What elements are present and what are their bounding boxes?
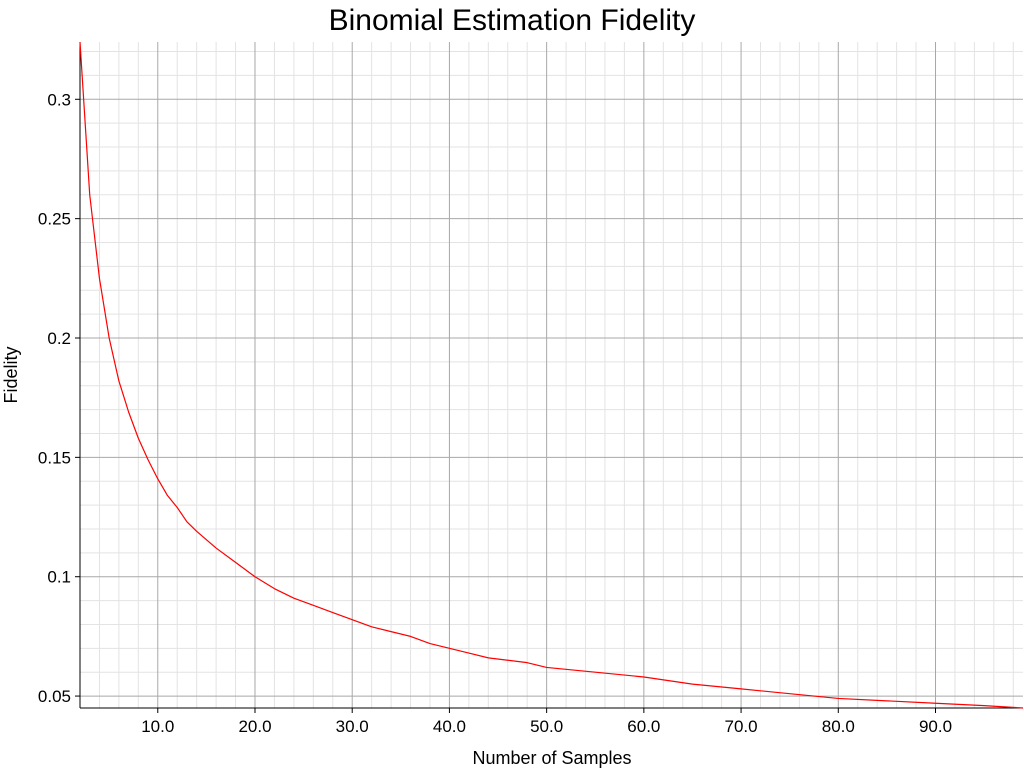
- x-tick-label: 70.0: [725, 717, 758, 736]
- x-tick-label: 50.0: [530, 717, 563, 736]
- axes: [79, 42, 1023, 709]
- y-axis-label: Fidelity: [1, 346, 21, 403]
- y-tick-label: 0.05: [38, 687, 71, 706]
- y-tick-label: 0.2: [47, 329, 71, 348]
- y-tick-label: 0.25: [38, 210, 71, 229]
- x-tick-label: 30.0: [336, 717, 369, 736]
- x-tick-label: 60.0: [627, 717, 660, 736]
- x-axis-ticks: 10.0 20.0 30.0 40.0 50.0 60.0 70.0 80.0 90.0: [141, 708, 952, 736]
- major-gridlines: [80, 42, 1023, 708]
- x-tick-label: 90.0: [919, 717, 952, 736]
- x-tick-label: 10.0: [141, 717, 174, 736]
- series-layer: [79, 41, 1024, 709]
- y-tick-label: 0.15: [38, 448, 71, 467]
- minor-gridlines: [79, 42, 1023, 708]
- series-line: [79, 41, 1024, 709]
- x-tick-label: 80.0: [822, 717, 855, 736]
- x-tick-label: 40.0: [433, 717, 466, 736]
- y-axis-ticks: 0.05 0.1 0.15 0.2 0.25 0.3: [38, 90, 80, 706]
- y-tick-label: 0.3: [47, 90, 71, 109]
- x-tick-label: 20.0: [238, 717, 271, 736]
- chart-title: Binomial Estimation Fidelity: [329, 4, 696, 37]
- y-tick-label: 0.1: [47, 568, 71, 587]
- x-axis-label: Number of Samples: [472, 748, 631, 768]
